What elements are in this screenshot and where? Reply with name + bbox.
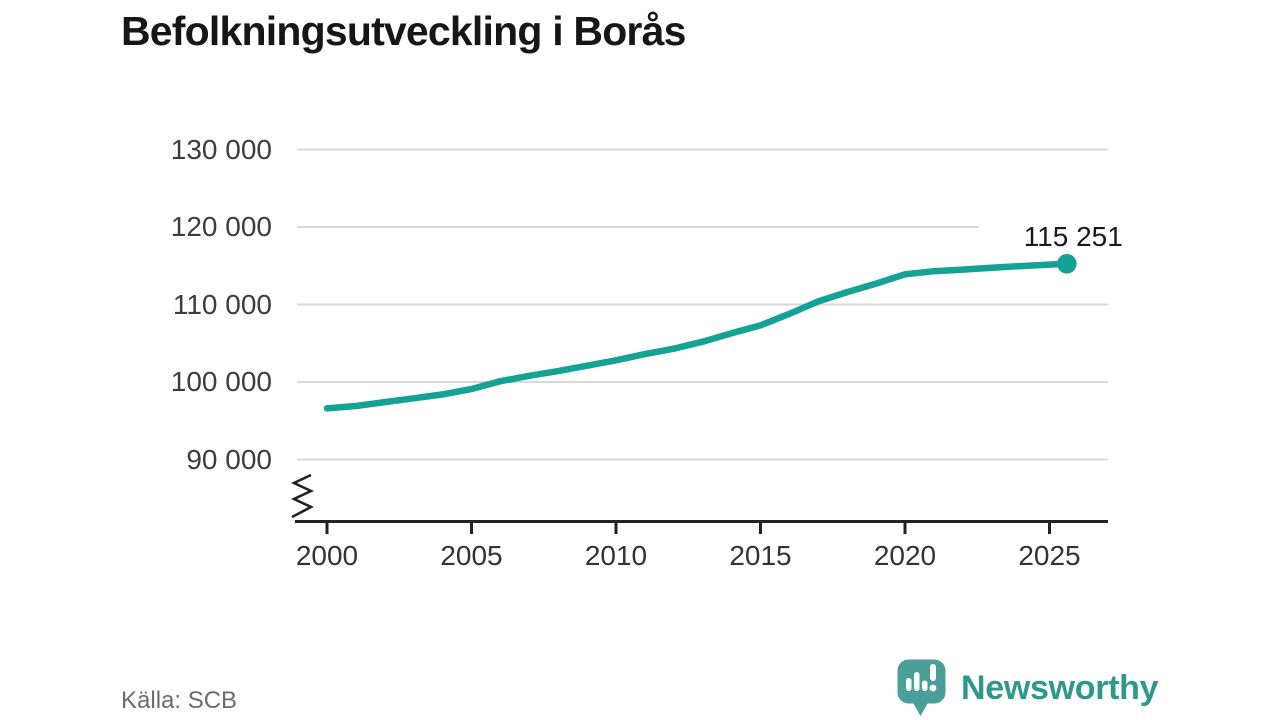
x-axis-tick-label: 2020 xyxy=(873,540,937,571)
x-axis-tick-label: 2000 xyxy=(295,540,359,571)
newsworthy-logo-icon xyxy=(897,659,946,716)
y-axis-tick-label: 100 000 xyxy=(170,366,272,397)
y-axis-tick-label: 110 000 xyxy=(172,288,272,320)
chart-title: Befolkningsutveckling i Borås xyxy=(121,8,686,54)
y-axis-tick-label: 90 000 xyxy=(186,443,272,475)
x-axis-tick-label: 2025 xyxy=(1018,540,1081,571)
x-axis-tick-label: 2010 xyxy=(584,540,648,571)
newsworthy-wordmark: Newsworthy xyxy=(961,668,1159,707)
last-value-label: 115 251 xyxy=(978,220,1125,253)
x-axis-tick-label: 2015 xyxy=(729,540,792,571)
newsworthy-brand-link[interactable]: Newsworthy xyxy=(896,658,1159,718)
y-axis-tick-label: 120 000 xyxy=(170,211,272,242)
x-axis-tick-label: 2005 xyxy=(440,540,503,571)
y-axis-tick-label: 130 000 xyxy=(170,133,272,165)
y-axis-break-icon xyxy=(290,473,315,519)
population-line-series xyxy=(323,260,1071,412)
end-point-dot xyxy=(1057,254,1077,274)
source-note: Källa: SCB xyxy=(121,687,238,714)
